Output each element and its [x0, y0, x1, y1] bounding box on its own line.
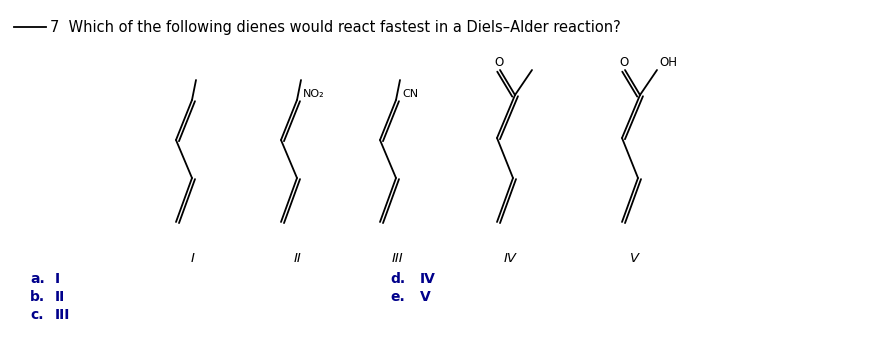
- Text: NO₂: NO₂: [303, 89, 324, 99]
- Text: II: II: [295, 252, 302, 265]
- Text: I: I: [191, 252, 195, 265]
- Text: O: O: [495, 56, 503, 69]
- Text: II: II: [55, 290, 66, 304]
- Text: V: V: [420, 290, 431, 304]
- Text: 7  Which of the following dienes would react fastest in a Diels–Alder reaction?: 7 Which of the following dienes would re…: [50, 20, 621, 35]
- Text: OH: OH: [659, 56, 677, 69]
- Text: I: I: [55, 272, 60, 286]
- Text: c.: c.: [30, 308, 44, 322]
- Text: IV: IV: [420, 272, 436, 286]
- Text: III: III: [55, 308, 71, 322]
- Text: e.: e.: [390, 290, 405, 304]
- Text: a.: a.: [30, 272, 45, 286]
- Text: CN: CN: [402, 89, 418, 99]
- Text: III: III: [392, 252, 403, 265]
- Text: V: V: [630, 252, 640, 265]
- Text: O: O: [620, 56, 628, 69]
- Text: d.: d.: [390, 272, 406, 286]
- Text: b.: b.: [30, 290, 45, 304]
- Text: IV: IV: [503, 252, 517, 265]
